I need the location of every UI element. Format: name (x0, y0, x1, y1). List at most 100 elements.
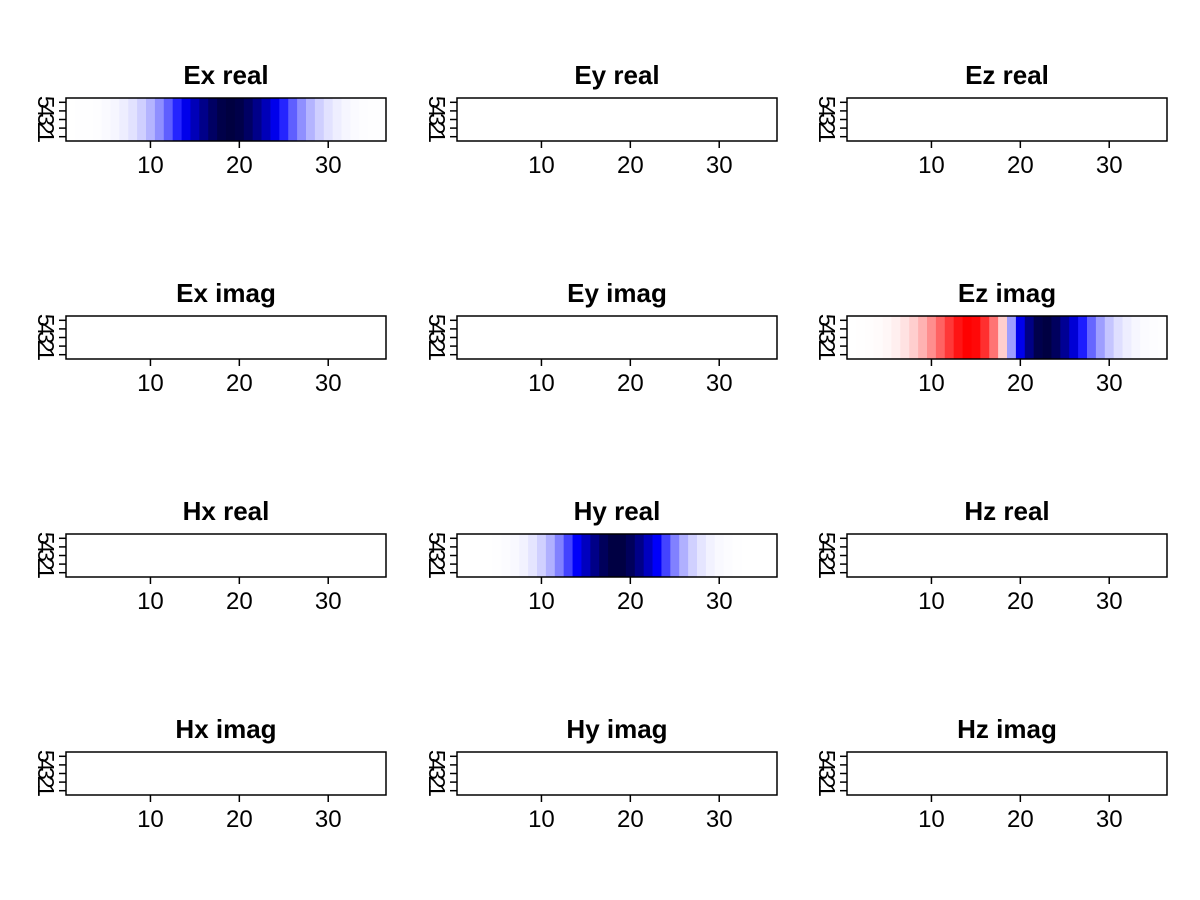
heatmap-cell (279, 98, 289, 141)
x-tick-label: 10 (137, 370, 164, 397)
heatmap-cell (172, 98, 182, 141)
heatmap-cell (927, 316, 937, 359)
heatmap-cell (101, 98, 111, 141)
x-tick-label: 10 (528, 588, 555, 615)
heatmap-cell (528, 534, 538, 577)
y-tick-label: 4 (814, 323, 840, 336)
y-tick-label: 2 (424, 776, 450, 789)
x-tick-label: 10 (528, 370, 555, 397)
y-tick-label: 3 (33, 331, 59, 344)
heatmap-cell (572, 534, 582, 577)
y-tick-label: 2 (424, 558, 450, 571)
x-tick-label: 20 (1007, 152, 1034, 179)
heatmap-cell (1078, 316, 1088, 359)
x-tick-label: 10 (137, 806, 164, 833)
x-tick-label: 30 (315, 152, 342, 179)
heatmap-cell (92, 98, 102, 141)
x-tick-label: 20 (1007, 588, 1034, 615)
heatmap-cell (537, 534, 547, 577)
heatmap-cell (359, 98, 369, 141)
x-tick-label: 30 (706, 152, 733, 179)
x-tick-label: 30 (1096, 588, 1123, 615)
y-tick-label: 1 (814, 566, 840, 579)
y-tick-label: 1 (424, 130, 450, 143)
heatmap-cell (74, 98, 85, 141)
heatmap-cell (1095, 316, 1106, 359)
heatmap-cell (297, 98, 307, 141)
heatmap-cell (864, 316, 875, 359)
y-tick-label: 4 (814, 541, 840, 554)
heatmap-cell (909, 316, 919, 359)
x-tick-label: 10 (528, 152, 555, 179)
heatmap-cell (599, 534, 609, 577)
heatmap-cell (519, 534, 529, 577)
heatmap-cell (661, 534, 671, 577)
panel-title: Hz imag (957, 714, 1057, 744)
panel-title: Ex imag (176, 278, 276, 308)
panel-title: Ey real (574, 60, 659, 90)
y-tick-label: 2 (424, 340, 450, 353)
y-tick-label: 5 (424, 96, 450, 109)
y-tick-label: 2 (33, 776, 59, 789)
y-tick-label: 4 (814, 105, 840, 118)
heatmap-cell (882, 316, 892, 359)
panel-title: Ey imag (567, 278, 667, 308)
heatmap-cell (163, 98, 174, 141)
heatmap-cell (1069, 316, 1079, 359)
heatmap-cell (563, 534, 573, 577)
heatmap-cell (501, 534, 511, 577)
heatmap-cell (617, 534, 627, 577)
x-tick-label: 20 (617, 370, 644, 397)
y-tick-label: 3 (424, 113, 450, 126)
x-tick-label: 10 (918, 370, 945, 397)
y-tick-label: 3 (814, 767, 840, 780)
heatmap-cell (980, 316, 990, 359)
heatmap-cell (750, 534, 760, 577)
x-tick-label: 30 (706, 588, 733, 615)
heatmap-cell (590, 534, 600, 577)
y-tick-label: 1 (33, 130, 59, 143)
heatmap-cell (625, 534, 636, 577)
heatmap-cell (723, 534, 733, 577)
y-tick-label: 1 (424, 566, 450, 579)
y-tick-label: 5 (424, 314, 450, 327)
panel-title: Hz real (964, 496, 1049, 526)
heatmap-cell (243, 98, 254, 141)
x-tick-label: 20 (226, 588, 253, 615)
heatmap-cell (971, 316, 981, 359)
y-tick-label: 4 (424, 759, 450, 772)
heatmap-cell (110, 98, 120, 141)
panel-title: Hy imag (566, 714, 667, 744)
heatmap-cell (714, 534, 725, 577)
y-tick-label: 4 (424, 105, 450, 118)
heatmap-cell (918, 316, 928, 359)
panel-title: Ez real (965, 60, 1049, 90)
heatmap-cell (989, 316, 999, 359)
heatmap-cell (83, 98, 94, 141)
heatmap-cell (935, 316, 946, 359)
heatmap-cell (483, 534, 493, 577)
heatmap-cell (510, 534, 520, 577)
y-tick-label: 5 (33, 314, 59, 327)
y-tick-label: 1 (424, 784, 450, 797)
heatmap-cell (465, 534, 476, 577)
heatmap-cell (634, 534, 645, 577)
heatmap-cell (554, 534, 565, 577)
heatmap-cell (234, 98, 245, 141)
y-tick-label: 4 (33, 105, 59, 118)
heatmap-cell (119, 98, 129, 141)
heatmap-cell (705, 534, 716, 577)
heatmap-cell (270, 98, 280, 141)
heatmap-cell (1140, 316, 1150, 359)
y-tick-label: 2 (33, 122, 59, 135)
heatmap-cell (190, 98, 200, 141)
heatmap-cell (962, 316, 972, 359)
